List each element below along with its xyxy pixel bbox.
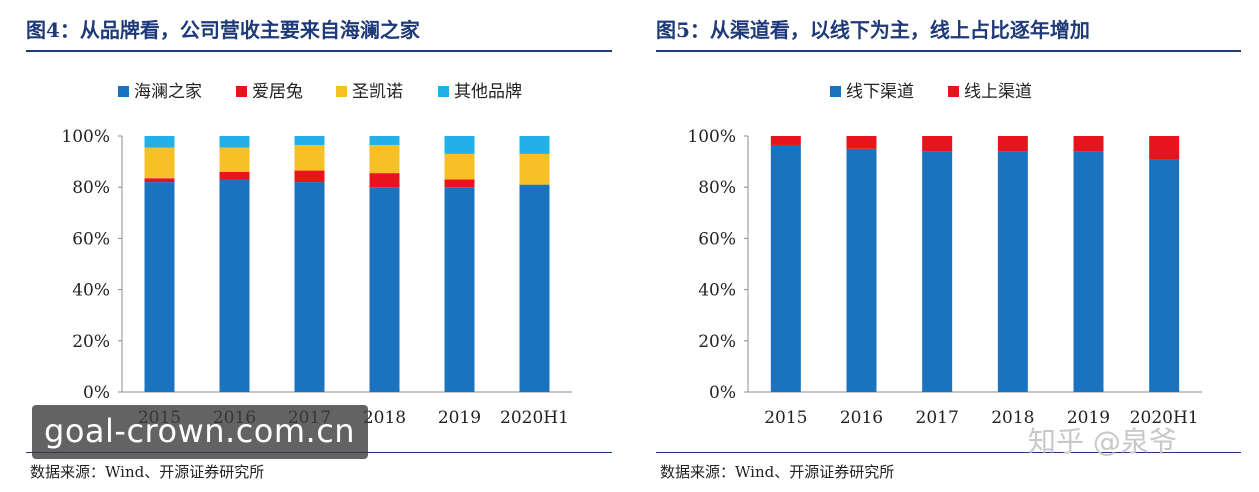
figure-5-bottom-rule: [656, 452, 1241, 453]
y-tick-label: 20%: [698, 332, 736, 352]
bar-segment: [444, 153, 475, 180]
bar-segment: [144, 178, 175, 183]
bar-segment: [1149, 159, 1180, 392]
legend-label: 线上渠道: [964, 82, 1032, 102]
legend-label: 线下渠道: [846, 82, 914, 102]
figure-4-source: 数据来源：Wind、开源证券研究所: [30, 463, 265, 481]
bar-segment: [922, 136, 953, 152]
x-tick-label: 2016: [840, 408, 883, 428]
bar-segment: [846, 136, 877, 149]
x-tick-label: 2020H1: [500, 408, 569, 428]
x-tick-label: 2019: [1067, 408, 1110, 428]
y-tick-label: 80%: [72, 178, 110, 198]
zhihu-watermark: 知乎 @泉爷: [1028, 425, 1177, 458]
bar-segment: [846, 148, 877, 392]
bar-segment: [1073, 136, 1104, 152]
bar-segment: [770, 144, 801, 392]
figure-4-chart: 海澜之家爱居兔圣凯诺其他品牌0%20%40%60%80%100%20152016…: [61, 82, 572, 428]
bar-segment: [997, 151, 1028, 392]
y-tick-label: 80%: [698, 178, 736, 198]
y-tick-label: 60%: [72, 229, 110, 249]
legend-label: 海澜之家: [134, 82, 202, 102]
legend-swatch: [438, 86, 449, 97]
legend-label: 其他品牌: [454, 82, 522, 102]
legend-swatch: [118, 86, 129, 97]
y-tick-label: 20%: [72, 332, 110, 352]
bar-segment: [219, 147, 250, 172]
x-tick-label: 2019: [438, 408, 481, 428]
bar-segment: [519, 136, 550, 154]
bar-segment: [219, 136, 250, 148]
bar-segment: [519, 184, 550, 392]
figure-5-panel: 图5：从渠道看，以线下为主，线上占比逐年增加 线下渠道 线上渠道 0% 20% 40% 6…: [630, 0, 1259, 492]
bar-segment: [219, 179, 250, 392]
legend-swatch: [236, 86, 247, 97]
bar-segment: [369, 173, 400, 188]
legend-label: 爱居兔: [252, 82, 303, 102]
bar-segment: [1073, 151, 1104, 392]
bar-segment: [369, 144, 400, 174]
legend-swatch: [830, 86, 841, 97]
bar-segment: [294, 144, 325, 171]
legend-swatch: [336, 86, 347, 97]
bar-segment: [519, 153, 550, 185]
bar-segment: [294, 182, 325, 392]
bar-segment: [369, 136, 400, 145]
y-tick-label: 40%: [72, 281, 110, 301]
figure-4-title: 图4：从品牌看，公司营收主要来自海澜之家: [26, 18, 420, 42]
watermark-background: [32, 405, 368, 459]
y-tick-label: 60%: [698, 229, 736, 249]
bar-segment: [144, 182, 175, 392]
x-tick-label: 2015: [764, 408, 807, 428]
x-tick-label: 2018: [991, 408, 1034, 428]
figure-5-title: 图5：从渠道看，以线下为主，线上占比逐年增加: [656, 18, 1090, 42]
bar-segment: [444, 136, 475, 154]
legend-swatch: [948, 86, 959, 97]
legend-label: 圣凯诺: [352, 82, 403, 102]
figure-5-source: 数据来源：Wind、开源证券研究所: [660, 463, 895, 481]
bar-segment: [922, 151, 953, 392]
site-watermark: goal-crown.com.cn: [44, 412, 356, 450]
x-tick-label: 2018: [363, 408, 406, 428]
bar-segment: [444, 187, 475, 392]
y-tick-label: 0%: [709, 383, 736, 403]
y-tick-label: 40%: [698, 281, 736, 301]
figure-5-chart: 线下渠道 线上渠道 0% 20% 40% 60% 80% 100% 2015 2016 2017 20…: [687, 82, 1202, 428]
bar-segment: [1149, 136, 1180, 160]
x-tick-label: 2020H1: [1130, 408, 1199, 428]
bar-segment: [369, 187, 400, 392]
bar-segment: [144, 136, 175, 148]
figure-4-title-rule: [26, 50, 612, 52]
bar-segment: [294, 170, 325, 183]
y-tick-label: 100%: [687, 127, 736, 147]
bar-segment: [770, 136, 801, 145]
figure-5-title-rule: [656, 50, 1241, 52]
y-tick-label: 100%: [61, 127, 110, 147]
x-tick-label: 2017: [916, 408, 959, 428]
y-tick-label: 0%: [83, 383, 110, 403]
bar-segment: [294, 136, 325, 145]
figure-4-panel: 图4：从品牌看，公司营收主要来自海澜之家 海澜之家 爱居兔 圣凯诺 其他品牌 0% 20%…: [26, 18, 612, 481]
bar-segment: [444, 179, 475, 188]
bar-segment: [144, 147, 175, 179]
bar-segment: [219, 171, 250, 180]
bar-segment: [997, 136, 1028, 152]
